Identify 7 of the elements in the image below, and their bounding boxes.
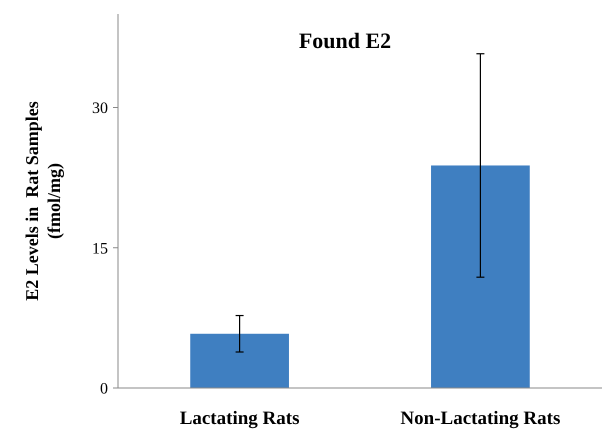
x-tick-label: Non-Lactating Rats xyxy=(400,408,560,429)
y-tick-label: 30 xyxy=(92,100,108,118)
y-tick-label: 15 xyxy=(92,240,108,258)
y-axis-title: E2 Levels in Rat Samples (fmol/mg) xyxy=(22,101,64,301)
text: Found E2 xyxy=(298,28,392,53)
x-tick-label: Lactating Rats xyxy=(180,408,300,429)
y-tick-label: 0 xyxy=(100,380,108,398)
